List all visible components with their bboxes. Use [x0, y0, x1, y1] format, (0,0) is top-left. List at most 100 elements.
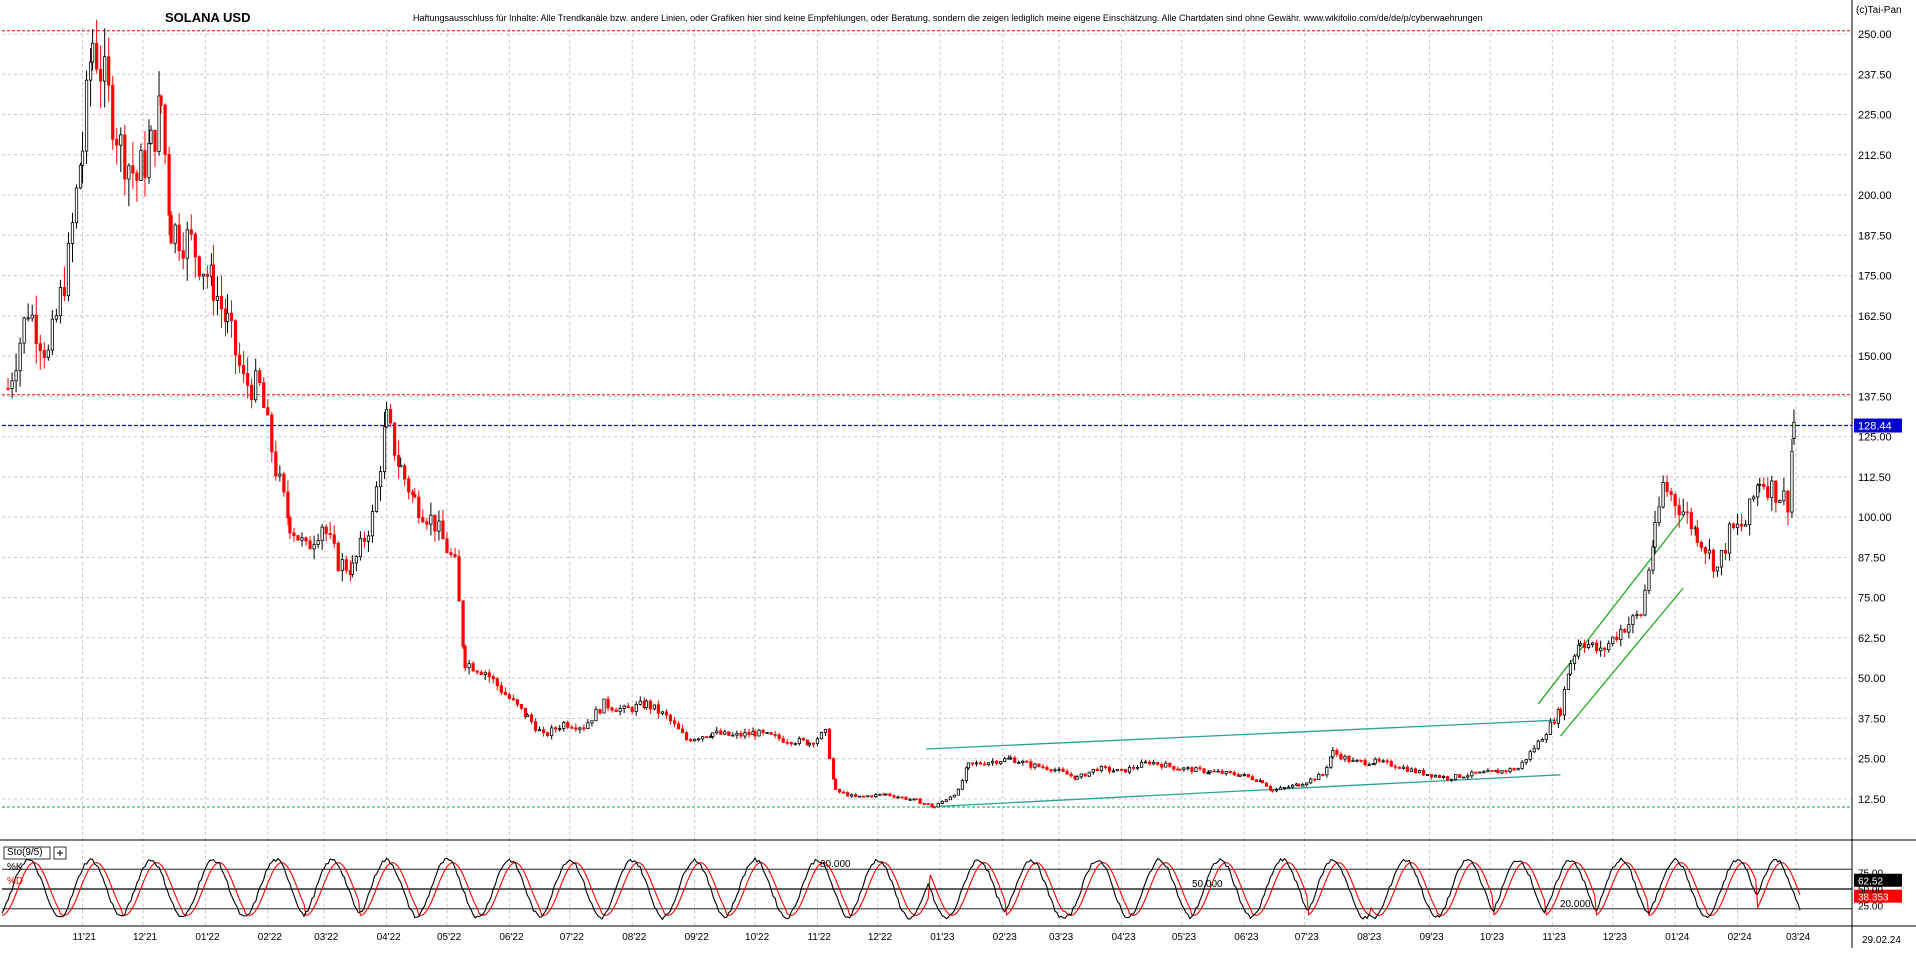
trend-up-line — [1559, 587, 1684, 737]
candle-body — [1377, 758, 1381, 762]
candle-body — [159, 95, 163, 106]
x-tick-label: 08'22 — [622, 932, 647, 943]
disclaimer-text: Haftungsausschluss für Inhalte: Alle Tre… — [413, 13, 1483, 23]
candle-body — [515, 699, 520, 705]
candle-body — [378, 471, 383, 488]
candle-body — [328, 533, 332, 536]
candle-body — [930, 803, 934, 808]
candle-body — [739, 733, 743, 737]
candle-body — [1639, 614, 1643, 617]
candle-body — [991, 760, 995, 764]
candle-body — [1254, 779, 1258, 782]
candle-body — [672, 720, 677, 725]
candle-body — [250, 384, 254, 401]
candle-body — [1355, 759, 1359, 762]
candle-body — [1677, 505, 1681, 516]
candle-body — [542, 729, 546, 734]
candle-body — [46, 349, 50, 358]
candle-body — [1339, 753, 1343, 760]
candle-body — [163, 104, 167, 155]
candle-body — [1635, 614, 1639, 617]
candle-body — [461, 600, 465, 647]
candle-body — [219, 295, 224, 310]
candle-body — [1178, 768, 1182, 771]
candle-body — [529, 714, 534, 723]
candle-body — [1707, 549, 1711, 554]
candle-body — [1250, 776, 1254, 781]
candle-body — [1409, 768, 1414, 772]
candle-body — [463, 645, 467, 669]
candle-body — [34, 314, 38, 345]
candle-body — [1442, 776, 1446, 778]
candle-body — [78, 164, 83, 189]
candle-body — [1723, 550, 1728, 554]
candle-body — [680, 728, 685, 734]
candle-body — [1079, 773, 1083, 778]
candle-body — [1603, 647, 1607, 651]
candle-body — [862, 795, 866, 798]
candle-body — [193, 233, 197, 258]
x-tick-label: 03'24 — [1786, 932, 1811, 943]
candle-body — [785, 741, 789, 744]
candle-body — [1727, 523, 1732, 554]
candle-body — [1359, 759, 1363, 762]
grid-layer — [2, 28, 1852, 926]
candle-body — [888, 793, 892, 797]
candle-body — [1405, 766, 1409, 772]
candle-body — [922, 803, 926, 805]
x-tick-label: 10'22 — [745, 932, 770, 943]
candle-body — [747, 732, 751, 735]
candle-body — [1135, 766, 1140, 769]
candle-body — [789, 742, 793, 745]
candle-body — [1264, 782, 1269, 787]
candle-body — [850, 794, 854, 797]
candle-body — [1711, 549, 1716, 572]
candle-body — [74, 187, 79, 224]
candle-body — [91, 42, 95, 63]
candle-body — [1544, 734, 1548, 740]
candle-body — [1669, 491, 1673, 495]
candle-body — [433, 514, 437, 532]
candle-body — [354, 556, 358, 564]
candle-body — [292, 532, 296, 536]
candle-body — [1297, 783, 1301, 787]
candle-body — [1049, 769, 1053, 772]
candle-body — [805, 739, 809, 746]
candle-body — [173, 224, 177, 244]
candle-body — [1591, 642, 1595, 646]
candle-body — [266, 407, 270, 416]
candle-body — [519, 703, 524, 709]
candle-body — [1317, 774, 1321, 781]
candle-body — [743, 732, 747, 737]
candle-body — [1115, 768, 1120, 772]
candle-body — [1119, 768, 1124, 771]
candle-body — [1389, 761, 1393, 767]
candle-body — [288, 517, 292, 534]
candle-body — [1425, 774, 1430, 776]
candle-body — [644, 700, 648, 709]
candle-body — [892, 795, 896, 798]
x-tick-label: 09'23 — [1420, 932, 1445, 943]
candle-body — [1123, 769, 1128, 773]
candle-body — [594, 709, 598, 722]
candle-body — [1099, 766, 1103, 772]
candle-body — [866, 795, 870, 798]
candle-body — [211, 264, 216, 301]
candle-body — [1657, 506, 1661, 523]
candle-body — [1003, 758, 1007, 762]
candle-body — [1792, 421, 1796, 439]
x-tick-label: 05'22 — [437, 932, 462, 943]
candle-body — [1367, 764, 1371, 766]
y-tick-label: 62.50 — [1858, 633, 1886, 645]
candle-body — [884, 793, 888, 796]
candle-body — [1715, 566, 1720, 572]
candle-body — [705, 736, 709, 738]
candle-body — [1582, 643, 1587, 648]
candle-body — [1268, 785, 1273, 791]
candle-body — [1393, 765, 1397, 768]
candle-body — [1045, 767, 1049, 770]
candle-body — [336, 542, 340, 571]
candle-body — [978, 762, 983, 765]
